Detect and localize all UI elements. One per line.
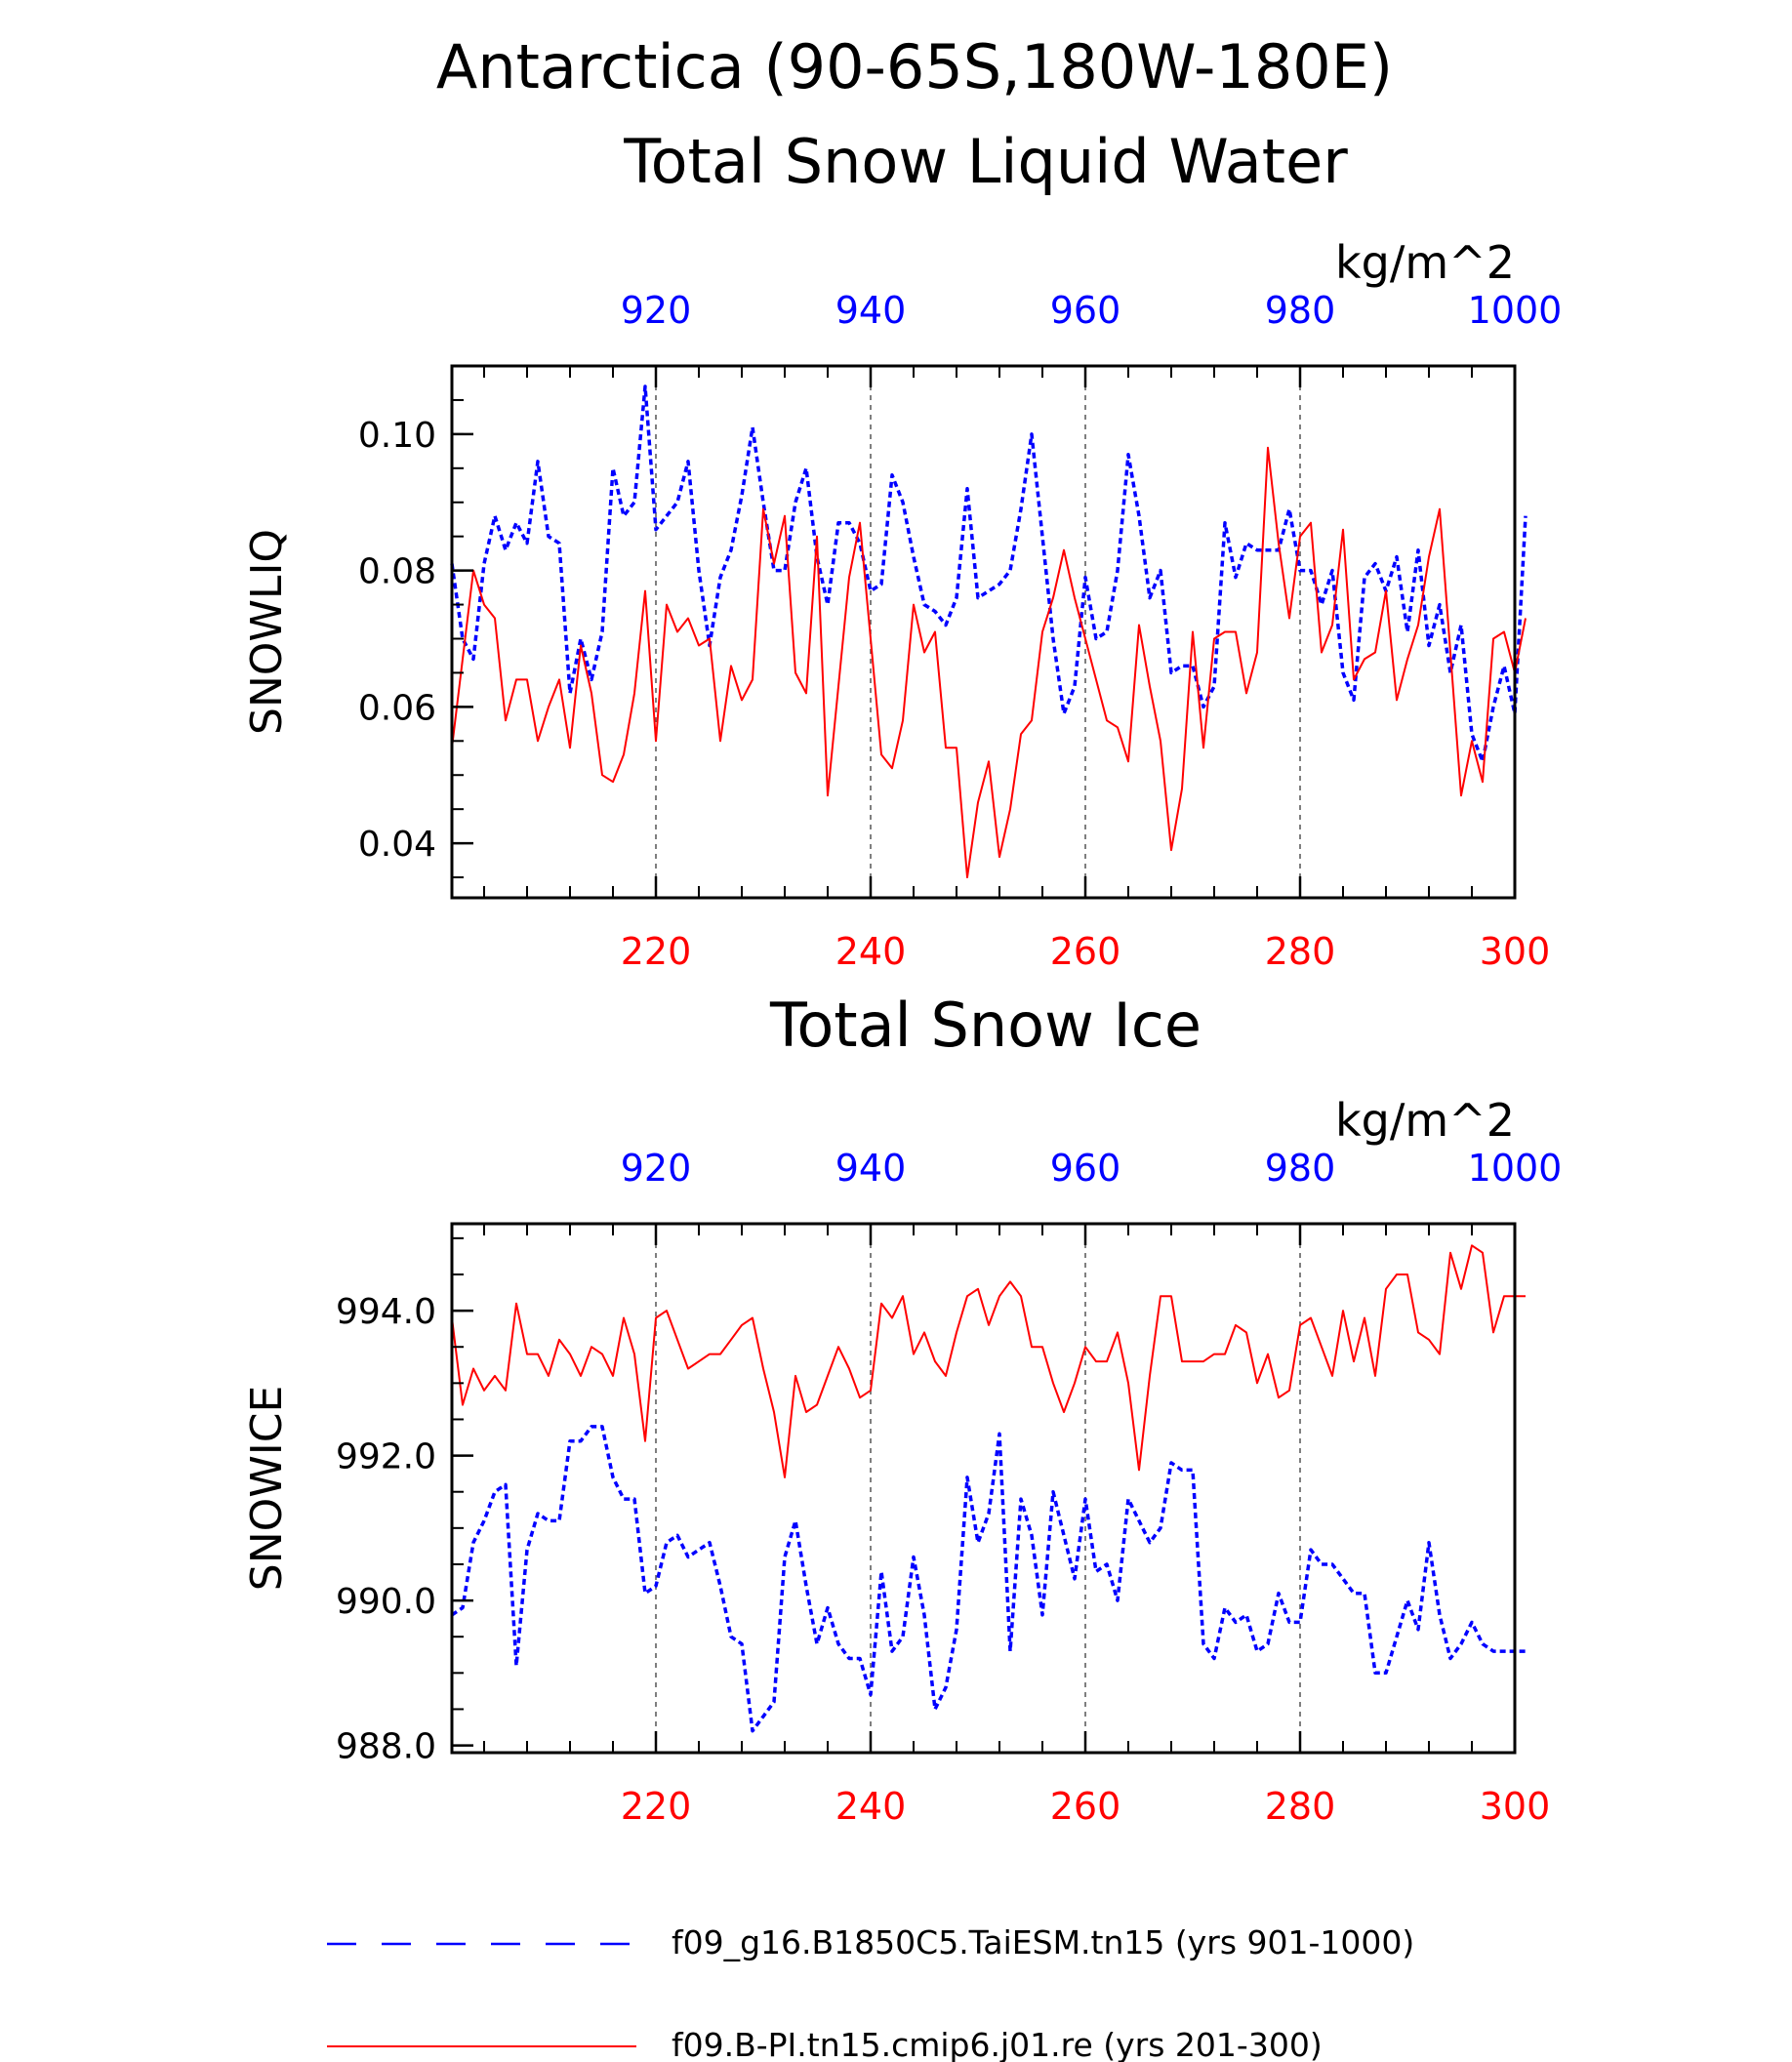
panel1-title: Total Snow Liquid Water [623,126,1348,197]
snowliq-plot-frame [450,364,1517,900]
figure-title-line1: Antarctica (90-65S,180W-180E) [436,31,1393,102]
snowliq-x-tick-label-top: 920 [621,289,692,332]
snowice-y-axis-label: SNOWICE [242,1386,292,1591]
snowliq-y-tick-label: 0.04 [358,825,436,865]
snowliq-series-red-solid [451,446,1527,878]
snowice-x-tick-label-top: 960 [1050,1147,1121,1190]
snowice-x-tick-label-bottom: 300 [1480,1785,1551,1828]
legend-label-red: f09.B-PI.tn15.cmip6.j01.re (yrs 201-300) [672,2026,1323,2062]
legend-label-blue: f09_g16.B1850C5.TaiESM.tn15 (yrs 901-100… [672,1923,1414,1961]
snowice-x-tick-label-top: 1000 [1468,1147,1563,1190]
snowice-x-tick-label-top: 940 [835,1147,907,1190]
snowice-y-tick-label: 988.0 [336,1727,436,1767]
snowliq-x-tick-label-top: 980 [1265,289,1336,332]
snowliq-x-tick-label-top: 960 [1050,289,1121,332]
snowliq-units-label: kg/m^2 [1335,236,1515,289]
snowliq-y-axis-label: SNOWLIQ [242,529,292,735]
snowliq-x-tick-label-top: 1000 [1468,289,1563,332]
snowice-plot-frame [450,1222,1517,1755]
snowliq-y-tick-label: 0.10 [358,416,436,456]
snowliq-x-tick-label-bottom: 260 [1050,930,1121,973]
snowice-y-tick-label: 994.0 [336,1292,436,1332]
snowice-series-red-solid [451,1244,1526,1478]
snowice-x-tick-label-bottom: 260 [1050,1785,1121,1828]
snowliq-x-tick-label-bottom: 280 [1265,930,1336,973]
snowice-x-tick-label-top: 920 [621,1147,692,1190]
snowliq-x-tick-label-bottom: 300 [1480,930,1551,973]
snowice-y-tick-label: 992.0 [336,1437,436,1477]
snowice-series-blue-dashed [451,1425,1526,1733]
legend: f09_g16.B1850C5.TaiESM.tn15 (yrs 901-100… [327,1923,1414,2062]
snowice-y-tick-label: 990.0 [336,1582,436,1622]
snowice-x-tick-label-bottom: 280 [1265,1785,1336,1828]
snowliq-x-tick-label-bottom: 220 [621,930,692,973]
snowice-x-tick-label-top: 980 [1265,1147,1336,1190]
snowliq-x-tick-label-top: 940 [835,289,907,332]
snowliq-y-tick-label: 0.08 [358,552,436,592]
snowliq-series-blue-dashed [450,384,1527,764]
snowliq-x-tick-label-bottom: 240 [835,930,907,973]
panel2-title: Total Snow Ice [769,990,1201,1061]
snowice-x-tick-label-bottom: 240 [835,1785,907,1828]
snowliq-y-tick-label: 0.06 [358,688,436,728]
snowice-units-label: kg/m^2 [1335,1094,1515,1147]
snowice-x-tick-label-bottom: 220 [621,1785,692,1828]
